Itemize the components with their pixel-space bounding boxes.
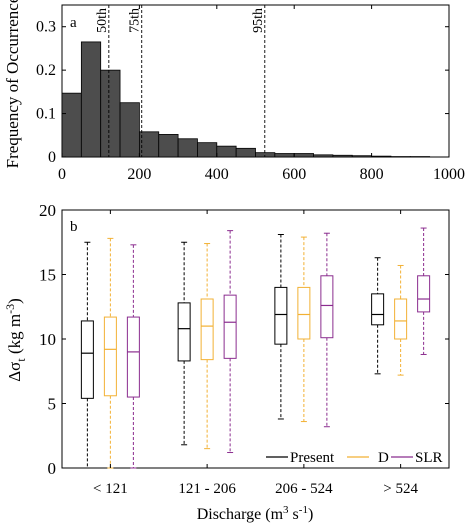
box-iqr xyxy=(297,286,311,340)
percentile-markers: 50th 75th 95th xyxy=(95,5,266,157)
panel-a-y-ticks: 0 0.1 0.2 0.3 xyxy=(36,19,449,166)
box-d-0 xyxy=(103,237,117,469)
panel-a-x-tick-label: 600 xyxy=(282,166,306,183)
panel-a-histogram: 50th 75th 95th 0 200 400 600 800 1000 0 0.1 0.2 0.… xyxy=(3,0,465,183)
legend: Present D SLR xyxy=(266,450,443,466)
box-slr-1 xyxy=(223,230,237,454)
histogram-bar-3 xyxy=(119,102,140,158)
histogram-bar-9 xyxy=(235,147,256,158)
box-iqr xyxy=(103,316,117,397)
panel-a-x-ticks: 0 200 400 600 800 1000 xyxy=(58,5,465,183)
panel-b-x-tick-label: 206 - 524 xyxy=(275,481,333,497)
box-present-1 xyxy=(177,241,191,446)
panel-a-x-tick-label: 1000 xyxy=(433,166,465,183)
panel-a-y-tick-label: 0.2 xyxy=(36,62,56,79)
box-iqr xyxy=(274,286,288,345)
panel-a-y-tick-label: 0.3 xyxy=(36,19,56,36)
panel-a-y-tick-label: 0 xyxy=(48,149,56,166)
panel-a-x-tick-label: 200 xyxy=(127,166,151,183)
histogram-bar-0 xyxy=(61,92,82,158)
histogram-bar-4 xyxy=(138,131,160,158)
histogram-bar-6 xyxy=(177,138,198,158)
box-iqr xyxy=(223,294,237,359)
box-iqr xyxy=(80,320,94,399)
panel-b-y-tick-label: 15 xyxy=(39,266,56,285)
histogram-bar-2 xyxy=(100,69,121,158)
box-slr-3 xyxy=(417,227,431,355)
panel-a-y-axis-label: Frequency of Occurrence xyxy=(3,0,22,168)
box-plots xyxy=(80,227,431,469)
panel-b-plot-area xyxy=(61,209,450,469)
histogram-bar-15 xyxy=(351,155,373,158)
box-iqr xyxy=(200,298,214,361)
percentile-label-95th: 95th xyxy=(251,8,266,33)
box-present-3 xyxy=(371,257,385,375)
panel-b-letter: b xyxy=(70,219,78,235)
panel-b-x-tick-label: > 524 xyxy=(383,481,418,497)
box-slr-2 xyxy=(320,232,334,428)
histogram-bar-11 xyxy=(274,153,295,158)
box-iqr xyxy=(394,298,408,340)
box-d-2 xyxy=(297,236,311,423)
percentile-label-50th: 50th xyxy=(95,8,110,33)
histogram-bar-16 xyxy=(371,155,392,158)
box-slr-0 xyxy=(126,244,140,469)
panel-a-x-tick-label: 400 xyxy=(205,166,229,183)
box-iqr xyxy=(320,275,334,339)
histogram-bar-1 xyxy=(80,41,102,158)
panel-b-x-ticks: < 121 121 - 206 206 - 524 > 524 xyxy=(93,210,418,497)
panel-b-y-tick-label: 0 xyxy=(48,459,57,478)
legend-label-present: Present xyxy=(290,450,335,466)
panel-a-letter: a xyxy=(70,15,77,31)
histogram-bar-8 xyxy=(216,145,237,158)
panel-a-x-tick-label: 800 xyxy=(360,166,384,183)
panel-b-y-tick-label: 10 xyxy=(39,330,56,349)
histogram-bar-12 xyxy=(293,153,314,158)
panel-b-x-axis-label: Discharge (m3 s-1) xyxy=(197,504,314,523)
panel-a-x-tick-label: 0 xyxy=(58,166,66,183)
box-iqr xyxy=(417,275,431,313)
histogram-bar-13 xyxy=(313,154,334,158)
histogram-bar-14 xyxy=(332,154,353,158)
histogram-bar-5 xyxy=(158,134,179,158)
panel-b-y-tick-label: 20 xyxy=(39,201,56,220)
histogram-bar-7 xyxy=(197,142,218,158)
box-iqr xyxy=(371,293,385,326)
percentile-label-75th: 75th xyxy=(128,8,143,33)
panel-b-x-tick-label: 121 - 206 xyxy=(178,481,236,497)
box-d-1 xyxy=(200,243,214,450)
panel-b-x-tick-label: < 121 xyxy=(93,481,128,497)
panel-a-y-tick-label: 0.1 xyxy=(36,106,56,123)
panel-b-y-axis-label: Δσt (kg m-3) xyxy=(3,298,28,382)
box-iqr xyxy=(126,316,140,398)
histogram-bars xyxy=(61,41,431,158)
panel-b-y-ticks: 0 5 10 15 20 xyxy=(39,201,449,478)
box-present-0 xyxy=(80,241,94,469)
box-d-3 xyxy=(394,264,408,376)
legend-label-slr: SLR xyxy=(415,450,443,466)
legend-label-d: D xyxy=(378,450,389,466)
box-present-2 xyxy=(274,234,288,420)
box-iqr xyxy=(177,302,191,362)
panel-b-y-tick-label: 5 xyxy=(48,395,57,414)
